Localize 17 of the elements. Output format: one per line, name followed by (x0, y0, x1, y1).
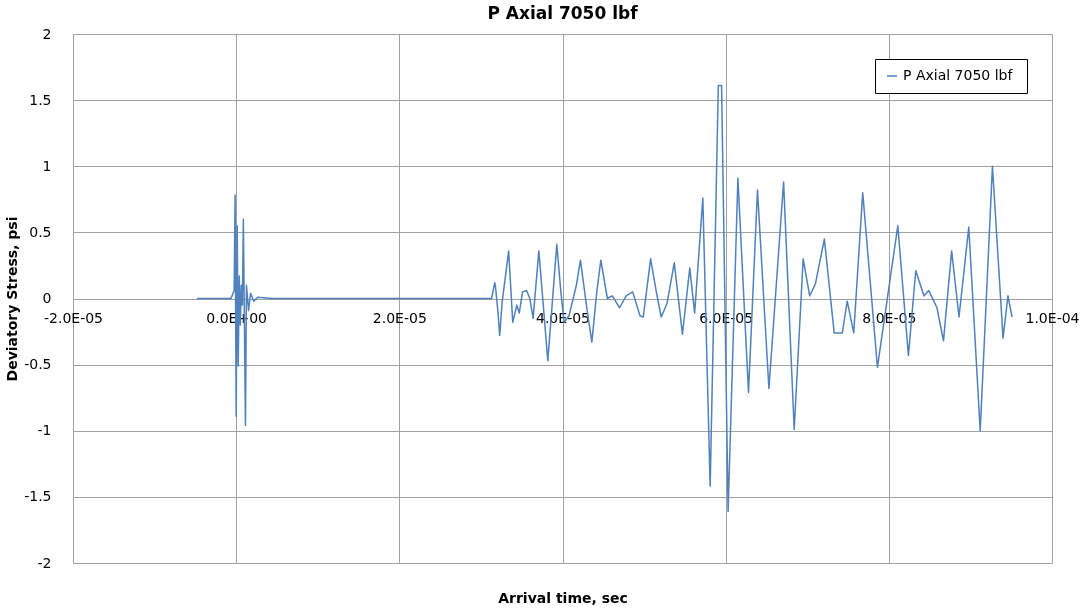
legend-label: P Axial 7050 lbf (903, 67, 1014, 83)
y-axis-title: Deviatory Stress, psi (4, 216, 21, 382)
y-tick-label: -2 (37, 554, 52, 571)
line-series (196, 84, 1013, 513)
x-tick-label: -2.0E-05 (43, 309, 104, 326)
y-tick-label: 0 (42, 290, 52, 306)
y-tick-label: -0.5 (24, 356, 52, 373)
y-tick-label: 0.5 (29, 223, 52, 240)
y-tick-label: -1 (37, 422, 52, 439)
x-tick-label: 1.0E-04 (1025, 309, 1080, 326)
y-tick-label: 1 (42, 157, 52, 174)
y-tick-label: -1.5 (24, 488, 52, 505)
y-tick-label: 2 (42, 25, 52, 42)
x-tick-label: 2.0E-05 (372, 309, 427, 326)
chart-title: P Axial 7050 lbf (487, 3, 639, 23)
y-tick-label: 1.5 (29, 91, 52, 108)
x-axis-title: Arrival time, sec (498, 589, 628, 606)
